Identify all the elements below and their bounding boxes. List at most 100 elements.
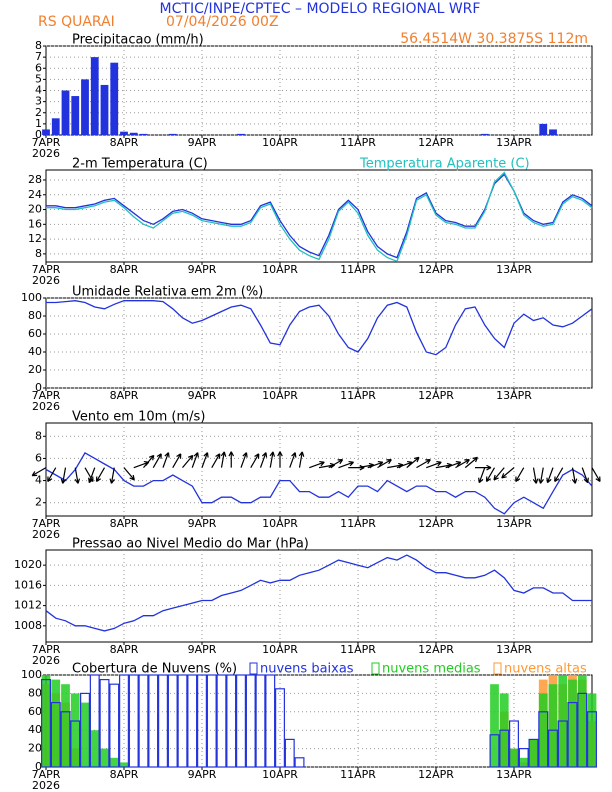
cloud-bar xyxy=(519,757,529,767)
y-tick-label: 0 xyxy=(35,128,42,141)
wind-arrow xyxy=(60,467,67,484)
wind-arrow xyxy=(84,467,94,482)
y-tick-label: 4 xyxy=(35,474,42,487)
x-tick-label: 11APR xyxy=(340,263,376,276)
x-tick-label: 7APR xyxy=(32,517,61,530)
y-tick-label: 12 xyxy=(28,232,42,245)
wind-arrow xyxy=(387,462,404,469)
y-tick-label: 7 xyxy=(35,50,42,63)
panel-title: Precipitacao (mm/h) xyxy=(72,33,204,48)
legend-swatch xyxy=(371,662,380,675)
panel-frame xyxy=(45,297,593,389)
cloud-bar xyxy=(568,679,577,767)
wind-arrow xyxy=(182,454,194,469)
y-tick-label: 40 xyxy=(28,723,42,736)
wind-arrow xyxy=(328,459,344,469)
wind-arrow xyxy=(581,467,589,484)
cloud-bar xyxy=(119,762,129,767)
wind-arrow xyxy=(478,467,486,484)
bar xyxy=(237,133,245,135)
wind-arrow xyxy=(571,467,578,484)
bar xyxy=(539,123,548,135)
cloud-bar xyxy=(80,702,90,767)
x-tick-label: 9APR xyxy=(188,768,217,781)
data-line xyxy=(46,300,593,356)
legend-swatch xyxy=(493,662,502,675)
panel-title: Cobertura de Nuvens (%) xyxy=(72,662,237,677)
cloud-bar xyxy=(109,683,120,768)
y-tick-label: 16 xyxy=(28,217,42,230)
cloud-bar xyxy=(99,678,110,768)
y-tick-label: 20 xyxy=(28,203,42,216)
panel-title: Pressao ao Nivel Medio do Mar (hPa) xyxy=(72,537,309,552)
wind-arrow xyxy=(211,453,221,468)
cloud-bar xyxy=(518,747,529,768)
wind-arrow xyxy=(143,454,155,469)
bar xyxy=(129,132,138,135)
y-tick-label: 80 xyxy=(28,686,42,699)
y-tick-label: 28 xyxy=(28,173,42,186)
wind-arrow xyxy=(259,452,268,468)
y-tick-label: 100 xyxy=(21,668,42,681)
wind-arrow xyxy=(162,452,170,468)
x-year-label: 2026 xyxy=(32,274,60,287)
bar xyxy=(168,133,177,135)
legend-entry: nuvens baixas xyxy=(260,662,354,677)
x-tick-label: 9APR xyxy=(188,263,217,276)
x-tick-label: 9APR xyxy=(188,136,217,149)
x-tick-label: 10APR xyxy=(262,263,298,276)
wind-arrow xyxy=(201,452,209,468)
cloud-bar xyxy=(216,674,227,768)
wind-arrow xyxy=(445,460,462,469)
y-tick-label: 1 xyxy=(35,117,42,130)
wind-arrow xyxy=(554,467,564,482)
cloud-bar xyxy=(187,674,198,768)
wind-arrow xyxy=(309,460,325,469)
wind-arrow xyxy=(172,453,182,468)
cloud-bar xyxy=(138,674,149,768)
x-tick-label: 12APR xyxy=(418,643,454,656)
cloud-bar xyxy=(509,748,519,767)
wind-arrow xyxy=(228,451,235,468)
x-tick-label: 12APR xyxy=(418,389,454,402)
cloud-bar xyxy=(70,720,81,768)
x-tick-label: 13APR xyxy=(496,643,532,656)
x-tick-label: 10APR xyxy=(262,389,298,402)
x-tick-label: 9APR xyxy=(188,517,217,530)
cloud-bar xyxy=(100,748,109,767)
y-tick-label: 6 xyxy=(35,61,42,74)
cloud-bar xyxy=(148,674,159,768)
x-tick-label: 10APR xyxy=(262,768,298,781)
wind-arrow xyxy=(240,452,248,468)
wind-arrow xyxy=(220,451,227,468)
y-tick-label: 5 xyxy=(35,72,42,85)
data-line xyxy=(45,452,593,515)
x-tick-label: 12APR xyxy=(418,768,454,781)
panel-title: Vento em 10m (m/s) xyxy=(72,410,205,425)
panel-frame xyxy=(45,422,593,517)
x-tick-label: 11APR xyxy=(340,768,376,781)
wind-arrow xyxy=(269,451,276,468)
wind-arrow xyxy=(298,451,305,468)
wind-arrow xyxy=(191,452,199,468)
y-tick-label: 100 xyxy=(21,291,42,304)
wind-arrow xyxy=(464,456,479,469)
wind-arrow xyxy=(416,459,431,469)
cloud-bar xyxy=(109,757,119,767)
bar xyxy=(100,84,109,135)
cloud-bar xyxy=(529,739,538,767)
x-tick-label: 13APR xyxy=(496,389,532,402)
wind-arrow xyxy=(250,453,260,468)
y-tick-label: 1016 xyxy=(14,578,42,591)
bar xyxy=(71,96,80,135)
wind-arrow xyxy=(95,467,106,482)
cloud-bar xyxy=(577,692,588,768)
legend-entry: Temperatura Aparente (C) xyxy=(359,157,530,172)
wind-arrow xyxy=(515,467,525,482)
data-line xyxy=(46,173,593,259)
bar xyxy=(90,57,99,135)
wind-arrow xyxy=(475,464,492,471)
wind-arrow xyxy=(31,467,47,477)
x-tick-label: 8APR xyxy=(110,643,139,656)
